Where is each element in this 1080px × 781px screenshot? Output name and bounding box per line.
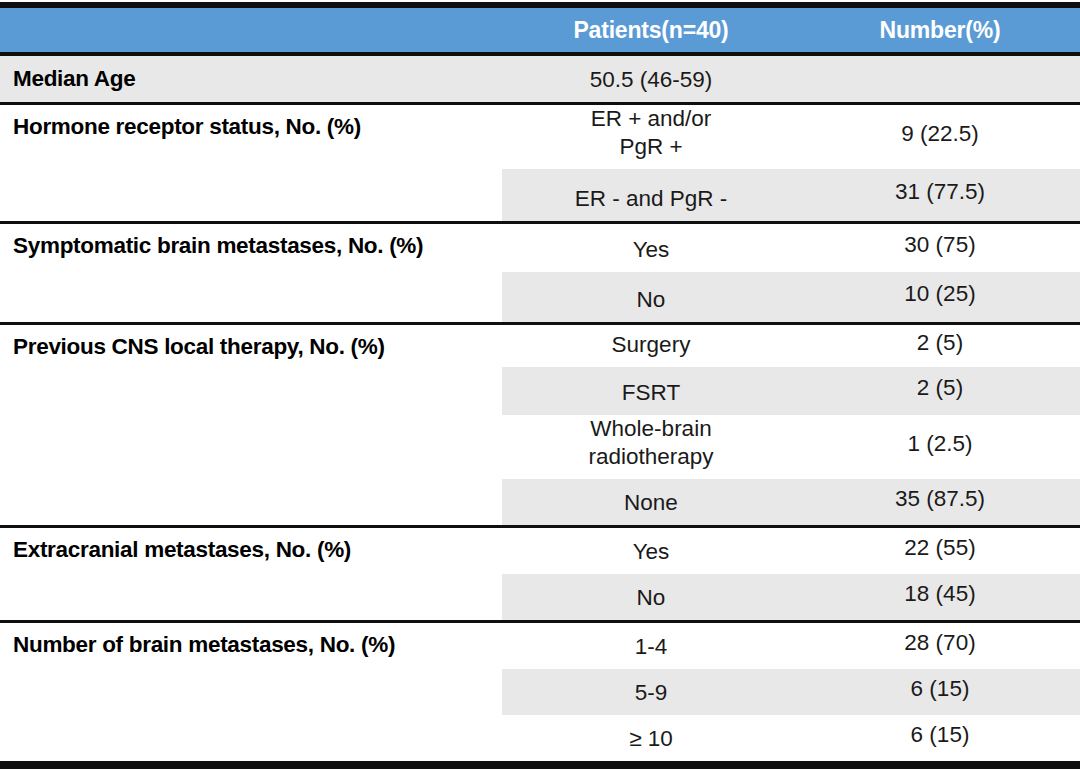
number-cell: 2 (5) (800, 367, 1080, 415)
page: Patients(n=40) Number(%) Median Age 50.5… (0, 0, 1080, 781)
value-cell: 1-4 (502, 623, 800, 669)
section-label: Hormone receptor status, No. (%) (0, 105, 502, 221)
value-cell: Surgery (502, 325, 800, 367)
number-cell: 22 (55) (800, 528, 1080, 574)
number-cell: 30 (75) (800, 224, 1080, 272)
table-row: FSRT 2 (5) (502, 367, 1080, 415)
value-cell: Yes (502, 528, 800, 574)
number-cell: 6 (15) (800, 715, 1080, 761)
value-cell: ≥ 10 (502, 715, 800, 761)
table-row: Surgery 2 (5) (502, 325, 1080, 367)
section-label: Previous CNS local therapy, No. (%) (0, 325, 502, 525)
section-label: Number of brain metastases, No. (%) (0, 623, 502, 761)
value-cell: No (502, 574, 800, 620)
table-row: No 10 (25) (502, 272, 1080, 322)
table-row: 1-4 28 (70) (502, 623, 1080, 669)
table-row: None 35 (87.5) (502, 479, 1080, 525)
section-label: Extracranial metastases, No. (%) (0, 528, 502, 620)
table-row: 50.5 (46-59) (502, 56, 1080, 102)
section-symptomatic-brain-metastases: Symptomatic brain metastases, No. (%) Ye… (0, 221, 1080, 322)
table-row: 5-9 6 (15) (502, 669, 1080, 715)
bottom-rule (0, 761, 1080, 769)
section-median-age: Median Age 50.5 (46-59) (0, 56, 1080, 102)
number-cell: 31 (77.5) (800, 169, 1080, 221)
value-cell: ER - and PgR - (502, 169, 800, 221)
number-cell: 18 (45) (800, 574, 1080, 620)
number-cell: 9 (22.5) (800, 105, 1080, 169)
table-row: Whole-brain radiotherapy 1 (2.5) (502, 415, 1080, 479)
number-cell: 6 (15) (800, 669, 1080, 715)
number-cell: 1 (2.5) (800, 415, 1080, 479)
section-hormone-receptor-status: Hormone receptor status, No. (%) ER + an… (0, 102, 1080, 221)
value-cell: 5-9 (502, 669, 800, 715)
value-cell: 50.5 (46-59) (502, 56, 800, 102)
section-number-of-brain-metastases: Number of brain metastases, No. (%) 1-4 … (0, 620, 1080, 761)
number-cell: 35 (87.5) (800, 479, 1080, 525)
value-cell: No (502, 272, 800, 322)
section-extracranial-metastases: Extracranial metastases, No. (%) Yes 22 … (0, 525, 1080, 620)
value-cell: Whole-brain radiotherapy (502, 415, 800, 479)
header-col-patients: Patients(n=40) (502, 17, 800, 44)
table-row: ≥ 10 6 (15) (502, 715, 1080, 761)
number-cell: 2 (5) (800, 325, 1080, 367)
value-cell: ER + and/or PgR + (502, 105, 800, 169)
table-row: ER + and/or PgR + 9 (22.5) (502, 105, 1080, 169)
section-label: Median Age (0, 56, 502, 102)
number-cell: 28 (70) (800, 623, 1080, 669)
value-cell: Yes (502, 224, 800, 272)
patient-characteristics-table: Patients(n=40) Number(%) Median Age 50.5… (0, 0, 1080, 769)
table-row: No 18 (45) (502, 574, 1080, 620)
number-cell: 10 (25) (800, 272, 1080, 322)
table-row: Yes 22 (55) (502, 528, 1080, 574)
table-row: Yes 30 (75) (502, 224, 1080, 272)
value-cell: FSRT (502, 367, 800, 415)
table-row: ER - and PgR - 31 (77.5) (502, 169, 1080, 221)
section-label: Symptomatic brain metastases, No. (%) (0, 224, 502, 322)
value-cell: None (502, 479, 800, 525)
number-cell (800, 56, 1080, 102)
section-previous-cns-local-therapy: Previous CNS local therapy, No. (%) Surg… (0, 322, 1080, 525)
header-col-number: Number(%) (800, 17, 1080, 44)
table-header: Patients(n=40) Number(%) (0, 8, 1080, 56)
